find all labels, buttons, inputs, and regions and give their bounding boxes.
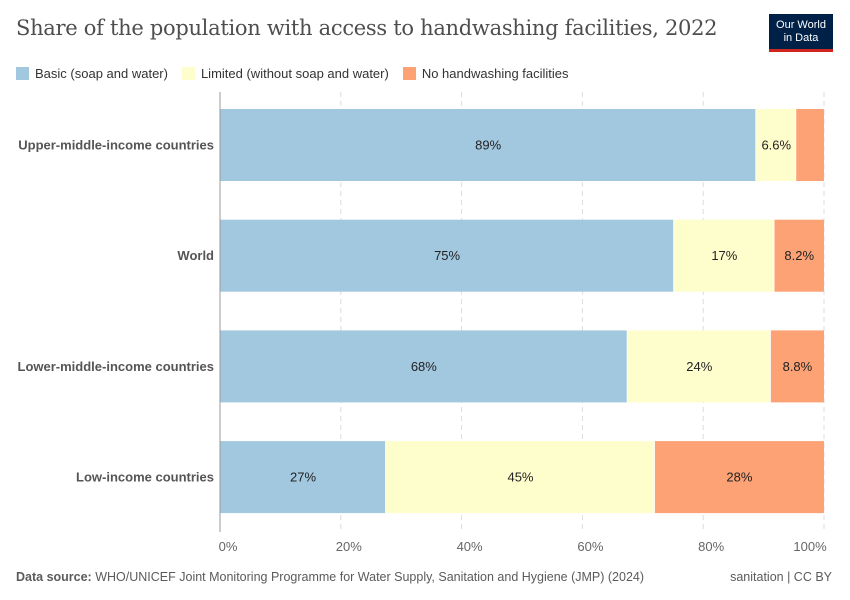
- source-label: Data source:: [16, 570, 92, 584]
- x-tick-label: 60%: [577, 539, 603, 554]
- chart-title: Share of the population with access to h…: [16, 16, 718, 40]
- legend: Basic (soap and water) Limited (without …: [16, 66, 569, 81]
- legend-swatch: [181, 67, 195, 80]
- legend-label: Limited (without soap and water): [200, 66, 389, 81]
- data-label: 89%: [475, 138, 501, 153]
- data-label: 6.6%: [761, 138, 791, 153]
- bar-segment: [386, 441, 654, 514]
- x-tick-label: 0%: [219, 539, 238, 554]
- owid-logo[interactable]: Our World in Data: [769, 14, 833, 52]
- data-label: 8.2%: [784, 248, 814, 263]
- data-label: 28%: [726, 470, 752, 485]
- bar-segment: [756, 109, 796, 181]
- bar-segment: [654, 441, 824, 514]
- x-tick-label: 80%: [698, 539, 724, 554]
- data-label: 8.8%: [783, 359, 813, 374]
- bar-segment: [220, 109, 756, 181]
- data-label: 75%: [434, 248, 460, 263]
- bar-segment: [220, 441, 386, 514]
- legend-swatch: [402, 67, 416, 80]
- data-source: Data source: WHO/UNICEF Joint Monitoring…: [16, 570, 644, 584]
- legend-item-none[interactable]: No handwashing facilities: [402, 66, 569, 81]
- category-label: World: [177, 248, 214, 263]
- legend-label: No handwashing facilities: [421, 66, 569, 81]
- license[interactable]: sanitation | CC BY: [730, 570, 832, 584]
- category-label: Upper-middle-income countries: [18, 138, 214, 153]
- logo-line2: in Data: [783, 32, 819, 44]
- bar-segment: [774, 219, 824, 292]
- data-label: 17%: [711, 248, 737, 263]
- x-tick-label: 40%: [457, 539, 483, 554]
- bar-segment: [627, 330, 770, 403]
- source-text[interactable]: WHO/UNICEF Joint Monitoring Programme fo…: [95, 570, 645, 584]
- bar-segment: [220, 330, 627, 403]
- category-label: Lower-middle-income countries: [18, 359, 214, 374]
- bar-segment: [770, 330, 824, 403]
- legend-swatch: [16, 67, 29, 80]
- bar-segment: [674, 219, 774, 292]
- category-label: Low-income countries: [76, 470, 214, 485]
- x-tick-label: 20%: [336, 539, 362, 554]
- legend-item-limited[interactable]: Limited (without soap and water): [181, 66, 389, 81]
- bar-segment: [220, 219, 674, 292]
- bar-segment: [796, 109, 824, 181]
- data-label: 45%: [507, 470, 533, 485]
- logo-line1: Our World: [776, 19, 826, 31]
- data-label: 68%: [411, 359, 437, 374]
- data-label: 24%: [686, 359, 712, 374]
- legend-item-basic[interactable]: Basic (soap and water): [16, 66, 168, 81]
- legend-label: Basic (soap and water): [35, 66, 168, 81]
- x-tick-label: 100%: [793, 539, 827, 554]
- data-label: 27%: [290, 470, 316, 485]
